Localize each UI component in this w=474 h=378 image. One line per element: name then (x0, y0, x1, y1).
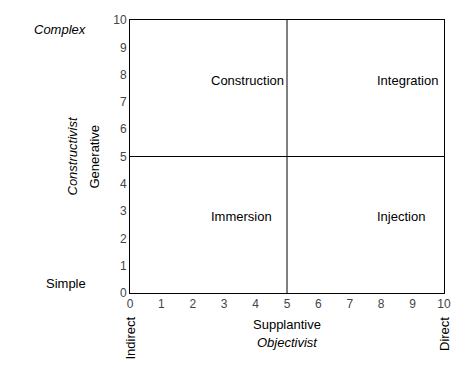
svg-text:Immersion: Immersion (211, 209, 272, 224)
svg-text:10: 10 (437, 297, 451, 311)
svg-text:7: 7 (346, 297, 353, 311)
svg-text:2: 2 (189, 297, 196, 311)
svg-text:1: 1 (120, 259, 127, 273)
svg-text:Constructivist: Constructivist (65, 116, 80, 195)
svg-text:0: 0 (120, 286, 127, 300)
svg-text:3: 3 (120, 204, 127, 218)
svg-text:4: 4 (120, 177, 127, 191)
svg-text:3: 3 (221, 297, 228, 311)
svg-text:Integration: Integration (377, 73, 438, 88)
svg-text:Direct: Direct (437, 317, 452, 351)
svg-text:4: 4 (252, 297, 259, 311)
svg-text:9: 9 (120, 41, 127, 55)
svg-text:8: 8 (120, 68, 127, 82)
svg-text:10: 10 (113, 13, 127, 27)
svg-text:5: 5 (284, 297, 291, 311)
svg-text:9: 9 (409, 297, 416, 311)
svg-text:0: 0 (127, 297, 134, 311)
svg-text:8: 8 (378, 297, 385, 311)
svg-text:1: 1 (158, 297, 165, 311)
svg-text:Simple: Simple (46, 276, 86, 291)
svg-text:2: 2 (120, 232, 127, 246)
svg-text:7: 7 (120, 95, 127, 109)
svg-text:5: 5 (120, 150, 127, 164)
svg-text:Supplantive: Supplantive (253, 317, 321, 332)
svg-text:6: 6 (120, 122, 127, 136)
svg-text:Construction: Construction (211, 73, 284, 88)
svg-text:Indirect: Indirect (123, 316, 138, 359)
svg-text:Generative: Generative (87, 125, 102, 189)
svg-text:Complex: Complex (34, 22, 86, 37)
svg-text:Injection: Injection (377, 209, 425, 224)
svg-text:Objectivist: Objectivist (257, 335, 318, 350)
svg-text:6: 6 (315, 297, 322, 311)
